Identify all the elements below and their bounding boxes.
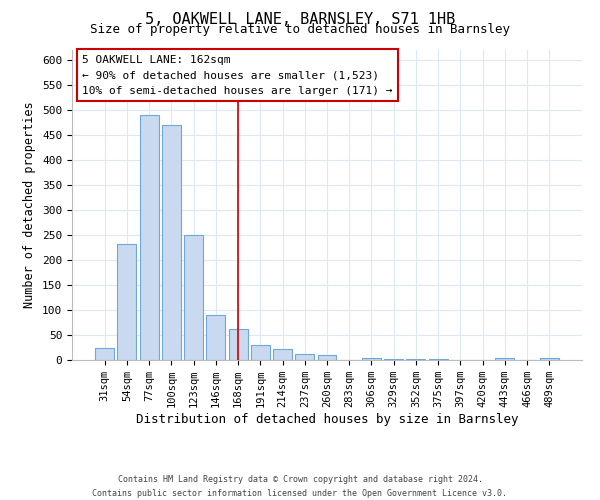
Text: Size of property relative to detached houses in Barnsley: Size of property relative to detached ho…	[90, 22, 510, 36]
Bar	[206, 315, 225, 360]
Bar	[496, 358, 514, 360]
Bar	[95, 348, 114, 360]
Bar	[118, 244, 136, 360]
Bar	[540, 358, 559, 360]
Text: 5 OAKWELL LANE: 162sqm
← 90% of detached houses are smaller (1,523)
10% of semi-: 5 OAKWELL LANE: 162sqm ← 90% of detached…	[82, 54, 392, 96]
Bar	[273, 349, 292, 360]
Bar	[384, 359, 403, 360]
Y-axis label: Number of detached properties: Number of detached properties	[23, 102, 37, 308]
Bar	[429, 359, 448, 360]
Bar	[162, 125, 181, 360]
Text: 5, OAKWELL LANE, BARNSLEY, S71 1HB: 5, OAKWELL LANE, BARNSLEY, S71 1HB	[145, 12, 455, 28]
X-axis label: Distribution of detached houses by size in Barnsley: Distribution of detached houses by size …	[136, 413, 518, 426]
Bar	[184, 235, 203, 360]
Text: Contains HM Land Registry data © Crown copyright and database right 2024.
Contai: Contains HM Land Registry data © Crown c…	[92, 476, 508, 498]
Bar	[295, 354, 314, 360]
Bar	[229, 328, 248, 360]
Bar	[140, 115, 158, 360]
Bar	[251, 345, 270, 360]
Bar	[317, 355, 337, 360]
Bar	[362, 358, 381, 360]
Bar	[406, 359, 425, 360]
